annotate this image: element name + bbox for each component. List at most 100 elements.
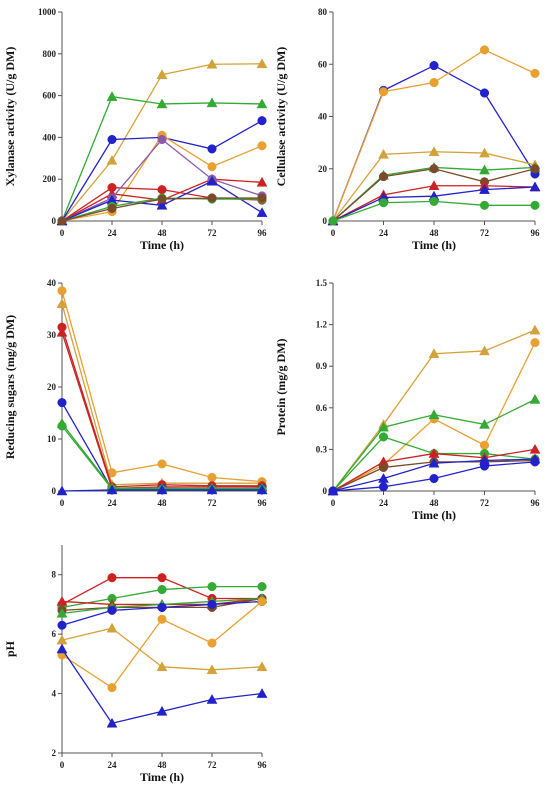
protein-point-circle bbox=[328, 486, 338, 496]
cellulase-y-tick-label: 20 bbox=[318, 164, 328, 174]
xylanase-point-circle bbox=[157, 185, 167, 195]
cellulase-point-circle bbox=[530, 164, 540, 174]
ph-point-triangle bbox=[156, 661, 168, 672]
xylanase-point-circle bbox=[157, 134, 167, 145]
ph-point-circle bbox=[157, 573, 167, 583]
ph-y-axis-label: pH bbox=[3, 640, 17, 657]
ph-point-circle bbox=[107, 573, 117, 583]
xylanase-point-triangle bbox=[206, 175, 218, 186]
protein-point-circle bbox=[479, 440, 490, 450]
reducing-sugars-point-circle bbox=[157, 459, 167, 469]
ph-point-circle bbox=[257, 596, 267, 607]
protein-point-triangle bbox=[529, 324, 541, 335]
ph-point-circle bbox=[257, 582, 267, 592]
xylanase-point-circle bbox=[107, 134, 117, 145]
cellulase-point-circle bbox=[479, 200, 490, 210]
protein-point-triangle bbox=[529, 443, 541, 454]
ph-y-tick-label: 8 bbox=[52, 570, 57, 580]
protein-y-tick-label: 0 bbox=[323, 486, 328, 496]
reducing-sugars-chart: 0 24 48 72 96 0 10 20 30 40 Reducing sugars (mg/g … bbox=[3, 278, 268, 508]
ph-x-tick-label: 24 bbox=[108, 760, 118, 770]
protein-y-tick-label: 1.5 bbox=[316, 278, 328, 288]
protein-x-tick-label: 24 bbox=[379, 498, 389, 508]
xylanase-point-circle bbox=[257, 116, 267, 126]
protein-y-tick-label: 0.3 bbox=[316, 444, 328, 454]
xylanase-point-triangle bbox=[206, 58, 218, 69]
protein-point-triangle bbox=[428, 409, 440, 419]
reducing-sugars-point-triangle bbox=[106, 484, 118, 495]
xylanase-y-tick-label: 200 bbox=[43, 174, 57, 184]
xylanase-point-circle bbox=[107, 203, 117, 214]
xylanase-y-tick-label: 0 bbox=[52, 216, 57, 226]
cellulase-y-tick-label: 40 bbox=[318, 112, 328, 122]
xylanase-x-tick-label: 48 bbox=[158, 228, 168, 238]
reducing-sugars-series-line bbox=[61, 303, 262, 486]
xylanase-point-triangle bbox=[106, 154, 118, 165]
reducing-sugars-y-tick-label: 20 bbox=[47, 382, 57, 392]
cellulase-x-tick-label: 24 bbox=[379, 228, 389, 238]
ph-x-tick-label: 72 bbox=[208, 760, 218, 770]
protein-x-tick-label: 0 bbox=[331, 498, 336, 508]
cellulase-y-axis-label: Cellulase activity (U/g DM) bbox=[274, 47, 288, 187]
xylanase-point-circle bbox=[157, 194, 167, 204]
xylanase-point-circle bbox=[57, 216, 67, 226]
protein-point-circle bbox=[479, 461, 490, 471]
ph-point-circle bbox=[157, 602, 167, 612]
protein-point-triangle bbox=[428, 457, 440, 468]
ph-x-axis-label: Time (h) bbox=[140, 770, 184, 784]
xylanase-x-tick-label: 24 bbox=[108, 228, 118, 238]
xylanase-point-circle bbox=[207, 162, 217, 172]
cellulase-point-triangle bbox=[479, 164, 490, 175]
ph-point-triangle bbox=[256, 688, 268, 698]
protein-point-circle bbox=[530, 338, 540, 348]
cellulase-point-triangle bbox=[428, 146, 440, 157]
xylanase-point-triangle bbox=[256, 58, 268, 69]
cellulase-point-circle bbox=[530, 200, 540, 210]
protein-y-axis-label: Protein (mg/g DM) bbox=[274, 338, 288, 435]
ph-point-triangle bbox=[56, 643, 68, 654]
ph-point-triangle bbox=[56, 595, 68, 606]
xylanase-point-triangle bbox=[156, 98, 168, 109]
ph-point-triangle bbox=[106, 622, 118, 633]
cellulase-point-circle bbox=[429, 77, 439, 88]
protein-point-circle bbox=[378, 462, 389, 472]
xylanase-point-triangle bbox=[256, 98, 268, 109]
protein-chart: 0 24 48 72 96 0 0.3 0.6 0.9 1.2 1.5 Time (h) Protein… bbox=[274, 278, 541, 522]
xylanase-point-circle bbox=[257, 193, 267, 203]
protein-x-tick-label: 96 bbox=[531, 498, 541, 508]
xylanase-x-tick-label: 96 bbox=[258, 228, 268, 238]
protein-y-tick-label: 0.6 bbox=[316, 403, 328, 413]
xylanase-point-triangle bbox=[106, 91, 118, 101]
xylanase-point-triangle bbox=[256, 176, 268, 187]
reducing-sugars-point-circle bbox=[57, 398, 67, 408]
cellulase-point-circle bbox=[378, 87, 389, 97]
reducing-sugars-x-tick-label: 72 bbox=[208, 498, 218, 508]
ph-x-tick-label: 48 bbox=[158, 760, 168, 770]
xylanase-y-tick-label: 600 bbox=[43, 91, 57, 101]
cellulase-point-triangle bbox=[479, 184, 490, 194]
reducing-sugars-point-circle bbox=[57, 421, 67, 431]
ph-point-circle bbox=[157, 614, 167, 624]
ph-point-circle bbox=[107, 605, 117, 615]
cellulase-point-circle bbox=[429, 196, 439, 206]
protein-x-tick-label: 48 bbox=[430, 498, 440, 508]
reducing-sugars-y-tick-label: 40 bbox=[47, 278, 57, 288]
cellulase-point-circle bbox=[479, 45, 490, 55]
ph-point-triangle bbox=[156, 705, 168, 716]
reducing-sugars-x-tick-label: 0 bbox=[60, 498, 65, 508]
ph-point-triangle bbox=[56, 607, 68, 618]
reducing-sugars-point-triangle bbox=[56, 326, 68, 337]
protein-x-axis-label: Time (h) bbox=[412, 508, 456, 522]
protein-point-circle bbox=[378, 482, 389, 492]
ph-point-triangle bbox=[106, 717, 118, 728]
ph-y-tick-label: 4 bbox=[52, 689, 57, 699]
ph-point-triangle bbox=[206, 693, 218, 704]
ph-x-tick-label: 0 bbox=[60, 760, 65, 770]
ph-point-triangle bbox=[206, 664, 218, 675]
ph-point-circle bbox=[157, 585, 167, 595]
reducing-sugars-x-tick-label: 48 bbox=[158, 498, 168, 508]
cellulase-point-circle bbox=[378, 198, 389, 208]
ph-point-circle bbox=[107, 683, 117, 693]
cellulase-point-triangle bbox=[428, 180, 440, 190]
xylanase-x-tick-label: 0 bbox=[60, 228, 65, 238]
